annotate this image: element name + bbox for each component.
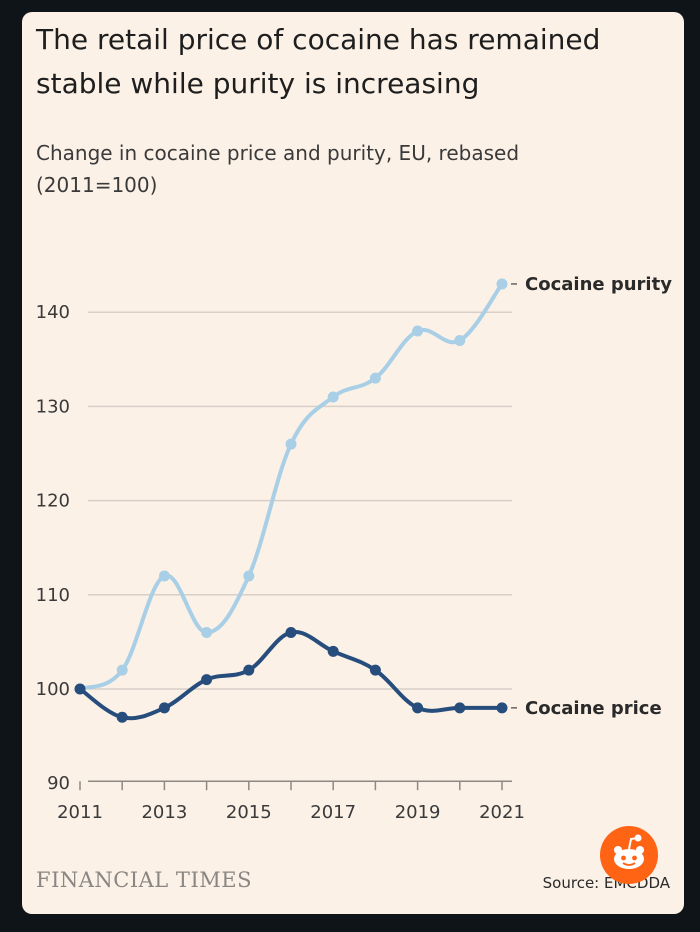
cocaine-purity-point [201, 626, 213, 638]
cocaine-price-line [78, 630, 504, 721]
cocaine-purity-point [327, 391, 339, 403]
cocaine-price-label: Cocaine price [525, 698, 662, 719]
cocaine-purity-label: Cocaine purity [525, 274, 672, 295]
series-labels: Cocaine purity Cocaine price [511, 274, 672, 719]
gridlines [88, 311, 512, 690]
cocaine-price-point [496, 702, 508, 714]
cocaine-price-point [201, 674, 213, 686]
y-tick-label: 140 [36, 302, 70, 323]
cocaine-purity-point [243, 570, 255, 582]
cocaine-price-point [116, 711, 128, 723]
cocaine-price-point [243, 664, 255, 676]
cocaine-price-point [327, 645, 339, 657]
cocaine-price-point [412, 702, 424, 714]
x-tick-label: 2013 [141, 802, 187, 823]
cocaine-price-point [74, 683, 86, 695]
cocaine-purity-point [158, 570, 170, 582]
cocaine-purity-point [454, 334, 466, 346]
cocaine-purity-point [412, 325, 424, 337]
y-axis-labels: 90 100 110 120 130 140 [36, 302, 70, 794]
chart-card: The retail price of cocaine has remained… [22, 12, 684, 914]
x-tick-label: 2015 [226, 802, 272, 823]
series-cocaine-price [74, 626, 508, 723]
y-tick-label: 100 [36, 679, 70, 700]
x-axis-labels: 2011 2013 2015 2017 2019 2021 [57, 802, 525, 823]
y-tick-label: 120 [36, 491, 70, 512]
cocaine-price-point [285, 626, 297, 638]
cocaine-price-point [454, 702, 466, 714]
y-tick-label: 110 [36, 585, 70, 606]
cocaine-purity-point [496, 278, 508, 290]
cocaine-purity-point [116, 664, 128, 676]
series-lines [74, 278, 508, 723]
chart-title: The retail price of cocaine has remained… [36, 23, 601, 100]
x-axis [79, 780, 512, 791]
x-tick-label: 2021 [479, 802, 525, 823]
y-tick-label: 130 [36, 396, 70, 417]
y-tick-label: 90 [47, 773, 70, 794]
brand-logo: FINANCIAL TIMES [36, 868, 252, 892]
cocaine-price-point [158, 702, 170, 714]
cocaine-purity-point [369, 372, 381, 384]
x-tick-label: 2019 [395, 802, 441, 823]
cocaine-purity-point [285, 438, 297, 450]
cocaine-purity-line [78, 281, 504, 691]
reddit-icon[interactable] [600, 826, 658, 884]
x-tick-label: 2017 [310, 802, 356, 823]
x-tick-label: 2011 [57, 802, 103, 823]
cocaine-price-point [369, 664, 381, 676]
chart-subtitle: Change in cocaine price and purity, EU, … [36, 141, 520, 197]
